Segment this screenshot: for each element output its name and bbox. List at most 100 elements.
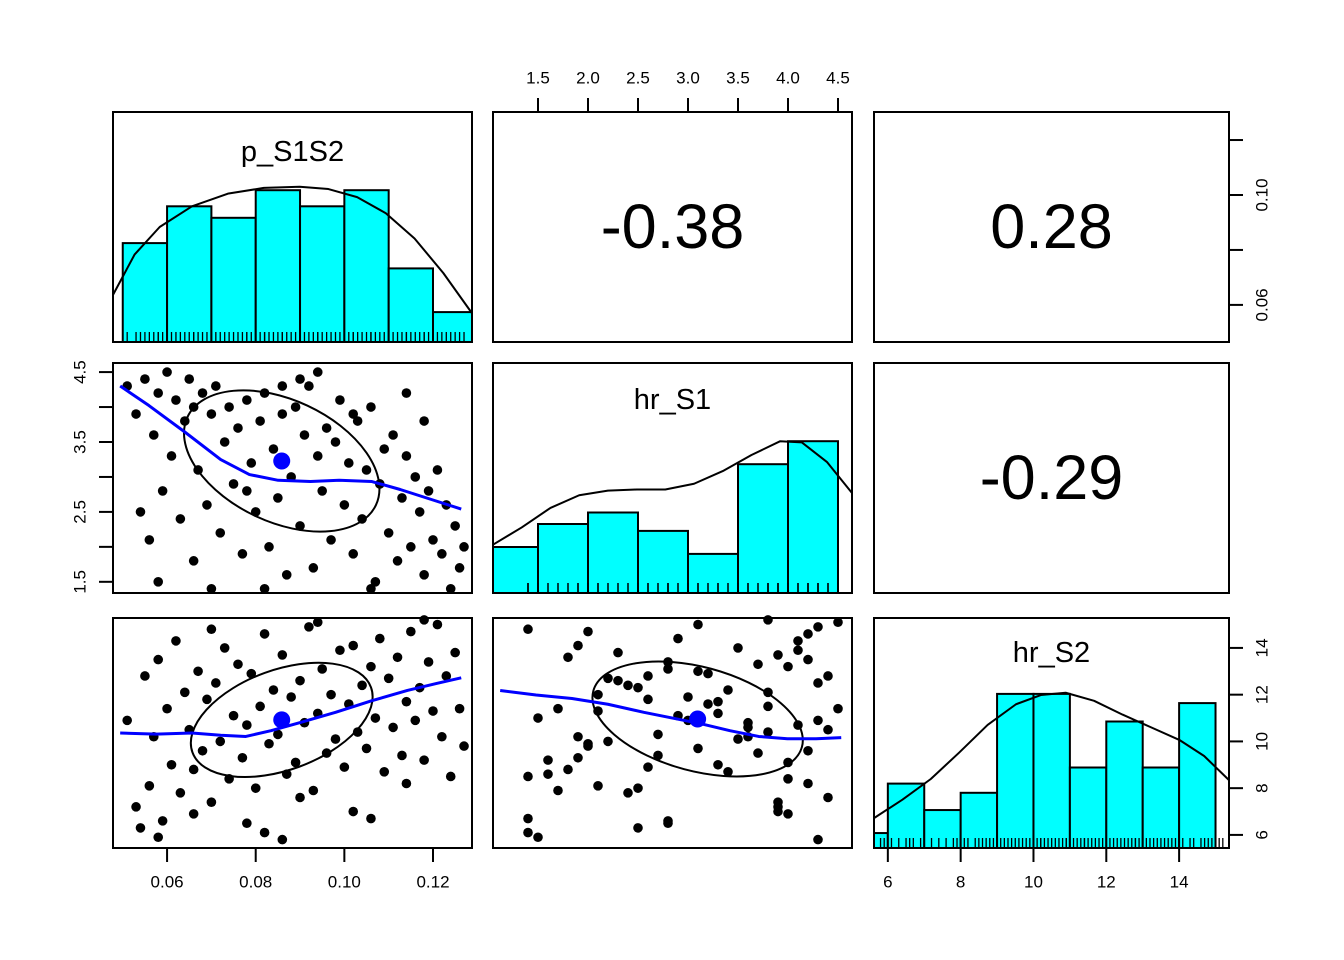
scatter-point [157, 486, 168, 496]
scatter-point [153, 577, 164, 587]
axis-tick-label: 4.0 [776, 69, 800, 88]
scatter-point [122, 715, 132, 726]
scatter-point [352, 416, 363, 426]
scatter-point [131, 802, 141, 812]
correlation-ellipse [591, 660, 804, 778]
hist-bar [254, 189, 302, 343]
scatter-point [206, 797, 217, 807]
scatter-point [370, 713, 381, 723]
axis-tick-label: 1.5 [71, 570, 90, 594]
scatter-point [148, 430, 159, 440]
scatter-point [357, 680, 367, 691]
scatter-point [348, 409, 359, 419]
axis-tick-label: 4.5 [826, 69, 850, 88]
scatter-point [401, 451, 412, 461]
scatter-point [833, 617, 843, 628]
scatter-point [773, 806, 783, 817]
scatter-point [228, 710, 239, 721]
axis-tick-label: 12 [1253, 685, 1272, 704]
scatter-point [219, 643, 230, 653]
scatter-point [653, 729, 663, 740]
hist-bar [923, 809, 962, 849]
scatter-point [242, 395, 252, 405]
scatter-point [259, 827, 270, 838]
scatter-point [304, 622, 314, 632]
scatter-point [255, 701, 265, 712]
axis-tick-label: 8 [1253, 783, 1272, 792]
density-curve [873, 691, 1230, 819]
scatter-point [683, 692, 693, 702]
scatter-point [197, 745, 208, 756]
scatter-point [406, 626, 416, 637]
scatter-point [321, 423, 332, 433]
scatter-point [140, 374, 150, 384]
scatter-point [237, 752, 248, 763]
axis-tick-label: 8 [956, 873, 965, 892]
scatter-point [166, 451, 177, 461]
scatter-point [202, 694, 212, 705]
scatter-point [326, 689, 336, 700]
hist-bar [687, 552, 739, 595]
scatter-point [793, 645, 803, 656]
axis-tick-label: 0.12 [416, 873, 449, 892]
scatter-point [246, 458, 257, 468]
scatter-point [783, 774, 793, 784]
scatter-point [379, 767, 390, 777]
panel-border [873, 111, 1230, 343]
axis-tick-label: 1.5 [526, 69, 550, 88]
axis-tick-label: 6 [1253, 830, 1272, 839]
scatter-point [803, 745, 813, 756]
hist-bar [1178, 702, 1217, 849]
axis-tick-label: 14 [1253, 638, 1272, 657]
scatter-point [813, 622, 823, 632]
hist-bar [166, 205, 213, 343]
hist-bar [787, 440, 839, 595]
scatter-point [437, 731, 447, 742]
scatter-point [255, 416, 265, 426]
axis-tick-label: 0.06 [151, 873, 184, 892]
panel-cor-r2c3 [873, 362, 1230, 594]
scatter-point [623, 788, 633, 798]
hist-bar [299, 205, 346, 343]
scatter-point [410, 472, 421, 482]
hist-bar [996, 692, 1035, 850]
hist-bar [210, 216, 257, 343]
scatter-point [330, 437, 341, 447]
scatter-point [543, 769, 553, 779]
scatter-point [264, 738, 274, 749]
scatter-point [339, 500, 350, 510]
scatter-point [583, 741, 593, 751]
scatter-point [290, 402, 301, 412]
scatter-point [312, 367, 323, 377]
scatter-point [603, 673, 613, 684]
scatter-point [643, 762, 653, 772]
scatter-point [233, 423, 243, 433]
scatter-point [246, 668, 257, 679]
scatter-point [388, 430, 398, 440]
scatter-point [419, 570, 429, 580]
axis-top-hr_S1: 1.5 2.0 2.5 3.0 3.5 4.0 4.5 [526, 69, 850, 112]
scatter-point [573, 731, 583, 742]
loess-line [499, 688, 842, 741]
scatter-point [553, 785, 563, 796]
scatter-point [533, 832, 543, 843]
scatter-point [763, 727, 773, 737]
panel-cor-r1c2 [492, 111, 853, 343]
panel-border [492, 111, 853, 343]
scatter-point [233, 659, 243, 670]
scatter-point [593, 689, 603, 700]
scatter-point [454, 703, 465, 714]
scatter-point [361, 465, 372, 475]
scatter-point [366, 402, 376, 412]
axis-tick-label: 3.0 [676, 69, 700, 88]
axis-tick-label: 0.10 [1253, 178, 1272, 211]
panel-border [492, 617, 853, 849]
scatter-point [131, 409, 141, 419]
scatter-point [259, 584, 270, 594]
density-curve [492, 440, 853, 546]
scatter-point [523, 771, 533, 782]
scatter-point [673, 633, 683, 644]
scatter-point [833, 703, 843, 714]
correlation-value-pS1S2-hrS2: 0.28 [990, 192, 1113, 262]
panel-cor-r1c3 [873, 111, 1230, 343]
